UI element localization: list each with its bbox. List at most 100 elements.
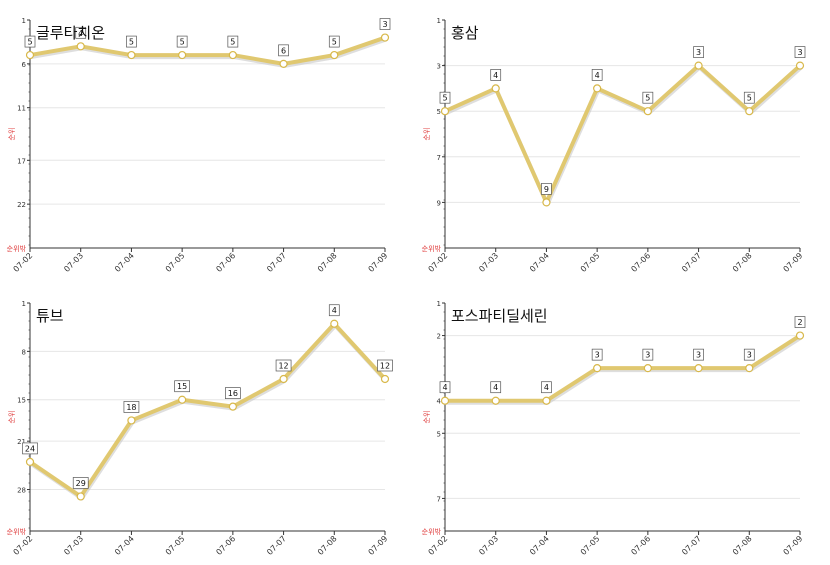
y-tick-label: 28 bbox=[17, 487, 26, 495]
data-label-box bbox=[693, 46, 704, 58]
data-point bbox=[593, 364, 602, 373]
data-label-box bbox=[693, 348, 704, 361]
data-point bbox=[279, 59, 288, 68]
data-point bbox=[25, 50, 35, 60]
data-point bbox=[25, 457, 35, 467]
y-tick-label: 7 bbox=[437, 154, 441, 162]
data-label-box bbox=[176, 35, 188, 48]
data-point bbox=[330, 50, 339, 60]
data-point bbox=[380, 374, 390, 384]
data-label-box bbox=[225, 387, 241, 399]
series-line bbox=[28, 321, 387, 499]
data-label: 6 bbox=[281, 46, 286, 55]
chart-title: 홍삼 bbox=[451, 24, 479, 42]
x-tick-label: 07-07 bbox=[680, 251, 703, 274]
x-tick-label: 07-02 bbox=[427, 251, 450, 274]
data-point bbox=[593, 84, 602, 93]
y-tick-label: 15 bbox=[17, 397, 26, 405]
y-axis-label: 순위 bbox=[8, 128, 16, 141]
data-label: 5 bbox=[230, 38, 235, 47]
data-point bbox=[643, 107, 652, 116]
data-point bbox=[380, 33, 390, 42]
series-line bbox=[444, 63, 802, 205]
y-tick-label: 1 bbox=[22, 17, 26, 25]
data-label: 4 bbox=[493, 383, 498, 392]
x-tick-label: 07-09 bbox=[367, 534, 390, 557]
x-tick-label: 07-04 bbox=[113, 534, 136, 557]
y-axis-label: 순위 bbox=[423, 128, 431, 141]
y-out-of-rank-label: 순위밖 bbox=[422, 527, 442, 536]
chart-panel: 1 6 11 17 22 순위밖 순위 07-02 07-03 07-04 07-05 07-06 07… bbox=[0, 0, 415, 282]
data-label-box bbox=[541, 183, 552, 195]
x-tick-label: 07-08 bbox=[731, 251, 754, 274]
series-line bbox=[445, 333, 802, 403]
data-point bbox=[330, 319, 339, 328]
data-label: 5 bbox=[645, 94, 650, 103]
chart-title: 포스파티딜세린 bbox=[451, 307, 548, 325]
x-tick-label: 07-08 bbox=[316, 534, 339, 557]
data-label-box bbox=[123, 401, 140, 413]
y-out-of-rank-label: 순위밖 bbox=[7, 244, 27, 253]
data-label: 3 bbox=[696, 48, 701, 57]
y-tick-label: 1 bbox=[22, 300, 26, 308]
x-tick-label: 07-07 bbox=[265, 534, 288, 557]
x-tick-label: 07-04 bbox=[528, 251, 551, 274]
x-tick-label: 07-06 bbox=[214, 251, 237, 274]
data-point bbox=[694, 61, 703, 70]
data-point bbox=[491, 396, 500, 405]
data-label: 15 bbox=[177, 382, 187, 391]
x-tick-label: 07-06 bbox=[629, 534, 652, 557]
y-tick-label: 1 bbox=[437, 17, 441, 25]
series-line bbox=[29, 35, 386, 66]
data-label-box bbox=[490, 381, 502, 394]
x-tick-label: 07-09 bbox=[782, 534, 805, 557]
y-out-of-rank-label: 순위밖 bbox=[422, 244, 442, 253]
data-point bbox=[745, 107, 754, 116]
y-tick-label: 6 bbox=[22, 61, 27, 69]
y-tick-label: 1 bbox=[437, 300, 441, 308]
data-point bbox=[795, 331, 805, 340]
y-tick-label: 21 bbox=[17, 438, 26, 446]
data-label: 3 bbox=[696, 351, 701, 360]
y-tick-label: 11 bbox=[17, 105, 26, 113]
y-axis-label: 순위 bbox=[423, 411, 431, 424]
y-tick-label: 5 bbox=[437, 108, 441, 116]
data-label: 3 bbox=[797, 48, 802, 57]
data-label-box bbox=[278, 44, 289, 57]
data-point bbox=[127, 50, 136, 60]
x-tick-label: 07-06 bbox=[214, 534, 237, 557]
chart-panel: 1 2 4 5 7 순위밖 순위 07-02 07-03 07-04 07-05 07-06 07-07… bbox=[415, 283, 830, 565]
data-label: 4 bbox=[595, 71, 600, 80]
y-tick-label: 3 bbox=[437, 63, 441, 71]
data-label: 5 bbox=[332, 38, 337, 47]
data-label: 5 bbox=[747, 94, 752, 103]
data-label: 4 bbox=[544, 383, 549, 392]
data-label-box bbox=[72, 477, 89, 489]
chart-svg: 1 3 5 7 9 순위밖 순위 07-02 07-03 07-04 07-05 07-06 07-07… bbox=[422, 17, 806, 274]
data-label: 3 bbox=[645, 351, 650, 360]
data-label: 4 bbox=[78, 29, 83, 38]
chart-svg: 1 2 4 5 7 순위밖 순위 07-02 07-03 07-04 07-05 07-06 07-07… bbox=[422, 300, 806, 557]
data-point bbox=[127, 416, 136, 425]
data-label-box bbox=[541, 381, 552, 394]
data-label: 24 bbox=[25, 444, 35, 453]
x-tick-label: 07-05 bbox=[579, 251, 602, 274]
data-label-box bbox=[591, 69, 603, 81]
data-label-box bbox=[642, 348, 654, 361]
data-point bbox=[745, 364, 754, 373]
data-label: 3 bbox=[382, 20, 387, 29]
y-tick-label: 9 bbox=[437, 199, 441, 207]
data-label-box bbox=[794, 316, 806, 328]
data-label: 2 bbox=[797, 318, 802, 327]
x-tick-label: 07-07 bbox=[265, 251, 288, 274]
x-tick-label: 07-06 bbox=[629, 251, 652, 274]
data-point bbox=[491, 84, 500, 93]
x-tick-label: 07-02 bbox=[427, 534, 450, 557]
chart-svg: 1 6 11 17 22 순위밖 순위 07-02 07-03 07-04 07-05 07-06 07… bbox=[7, 17, 391, 274]
data-label: 3 bbox=[595, 351, 600, 360]
data-point bbox=[440, 396, 450, 405]
y-out-of-rank-label: 순위밖 bbox=[7, 527, 27, 536]
data-label-box bbox=[379, 18, 391, 30]
data-label: 5 bbox=[27, 38, 32, 47]
data-label-box bbox=[490, 69, 502, 81]
